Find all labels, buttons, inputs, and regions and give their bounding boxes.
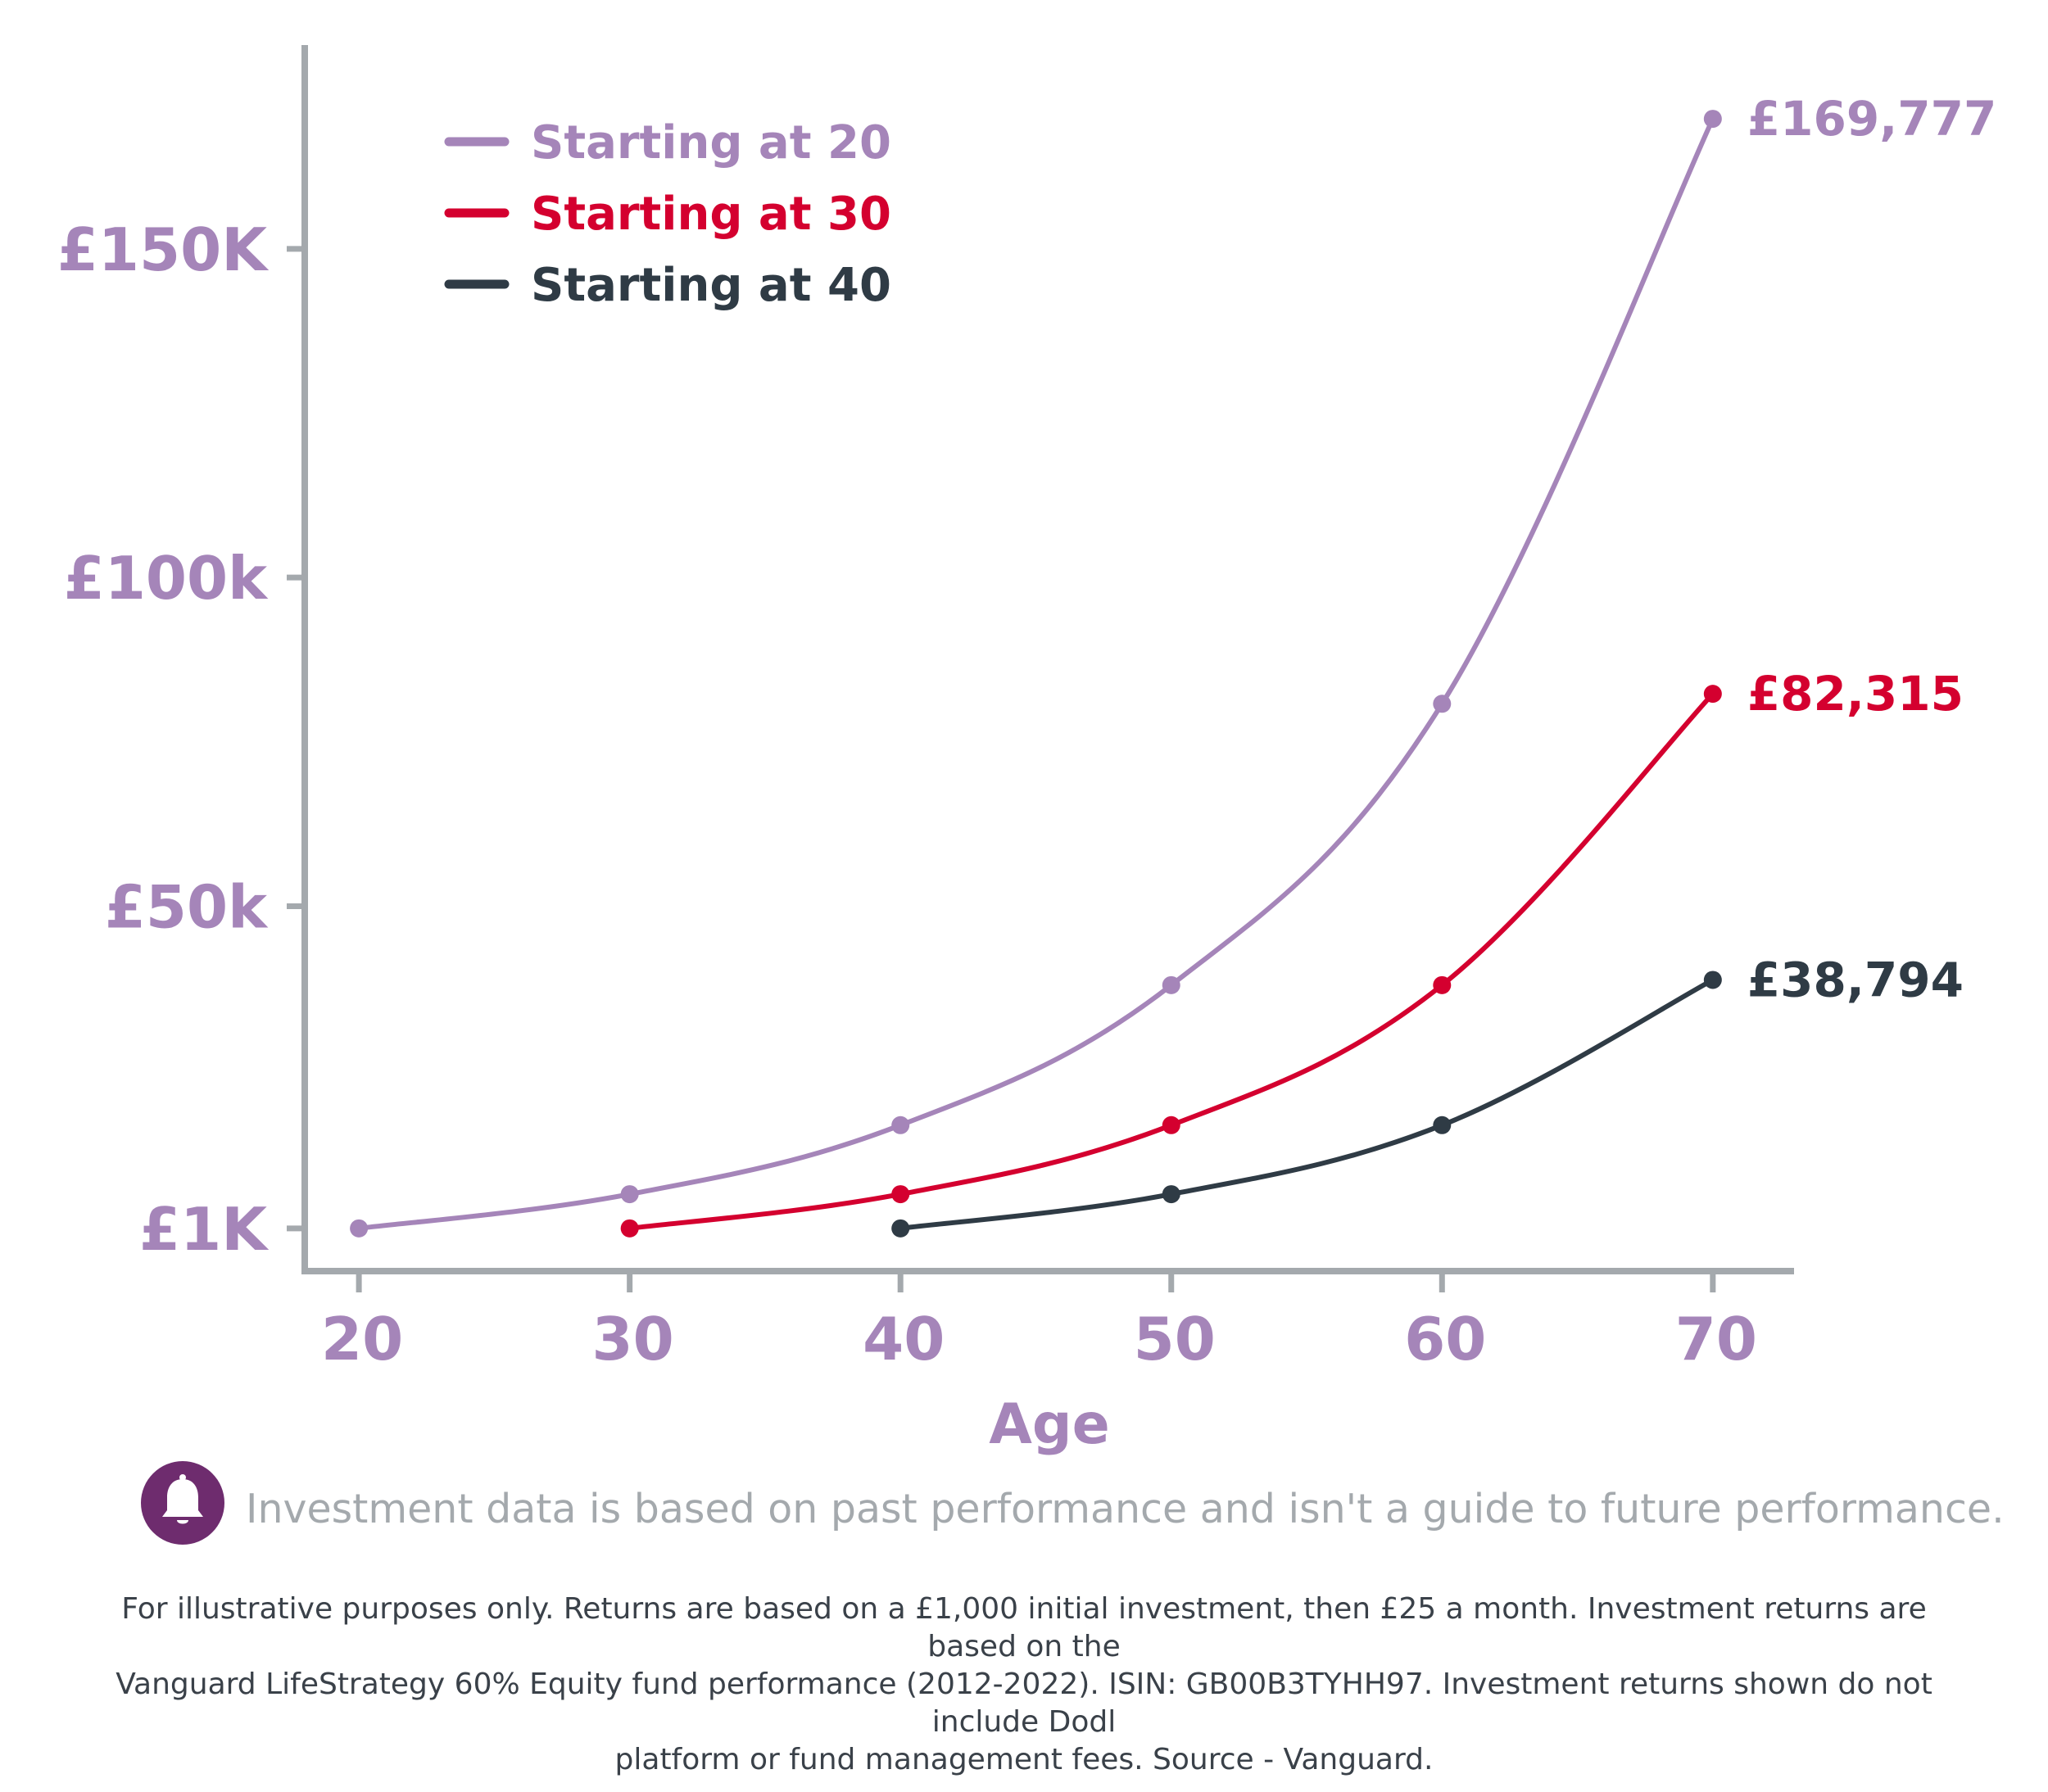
legend-label: Starting at 20 — [531, 116, 891, 170]
data-point — [1703, 971, 1722, 989]
data-point — [891, 1115, 910, 1134]
data-point — [891, 1219, 910, 1238]
data-point — [1703, 685, 1722, 704]
footnote-line: For illustrative purposes only. Returns … — [121, 1592, 1927, 1663]
x-axis-title: Age — [989, 1392, 1109, 1457]
data-point — [1162, 1115, 1180, 1134]
series-line — [627, 691, 1715, 1231]
series-1: £169,777 — [350, 91, 1996, 1238]
x-tick-label: 30 — [592, 1305, 674, 1373]
data-point — [620, 1185, 639, 1204]
x-tick-label: 60 — [1404, 1305, 1486, 1373]
data-point — [620, 1219, 639, 1238]
footnote-line: platform or fund management fees. Source… — [614, 1743, 1434, 1776]
x-tick-label: 20 — [321, 1305, 403, 1373]
legend-label: Starting at 30 — [531, 188, 891, 241]
series-layer: £169,777 £82,315 £38,794 — [350, 91, 1996, 1238]
y-tick-label: £50k — [105, 873, 269, 942]
chart-axes — [301, 45, 1794, 1274]
x-tick-label: 50 — [1134, 1305, 1216, 1373]
series-line — [898, 977, 1715, 1231]
series-3: £38,794 — [891, 952, 1964, 1238]
y-tick-label: £1K — [139, 1195, 269, 1264]
data-point — [891, 1185, 910, 1204]
data-point — [1433, 1115, 1452, 1134]
end-value-label: £169,777 — [1747, 91, 1997, 147]
footnote: For illustrative purposes only. Returns … — [98, 1591, 1950, 1779]
data-point — [1162, 975, 1180, 994]
performance-disclaimer: Investment data is based on past perform… — [246, 1486, 2005, 1532]
x-axis-ticks: 20 30 40 50 60 70 — [321, 1271, 1757, 1373]
chart-legend: Starting at 20 Starting at 30 Starting at … — [444, 116, 891, 312]
x-tick-label: 40 — [863, 1305, 945, 1373]
data-point — [1433, 695, 1452, 713]
legend-label: Starting at 40 — [531, 259, 891, 312]
bell-icon — [141, 1461, 224, 1545]
y-tick-label: £100k — [64, 544, 269, 613]
y-axis-ticks: £1K £50k £100k £150K — [57, 215, 305, 1264]
series-2: £82,315 — [620, 666, 1964, 1238]
footnote-line: Vanguard LifeStrategy 60% Equity fund pe… — [116, 1668, 1932, 1739]
x-tick-label: 70 — [1675, 1305, 1757, 1373]
data-point — [350, 1219, 369, 1238]
data-point — [1162, 1185, 1180, 1204]
end-value-label: £82,315 — [1747, 666, 1964, 722]
data-point — [1703, 110, 1722, 129]
y-tick-label: £150K — [57, 215, 269, 284]
end-value-label: £38,794 — [1747, 952, 1964, 1007]
data-point — [1433, 975, 1452, 994]
